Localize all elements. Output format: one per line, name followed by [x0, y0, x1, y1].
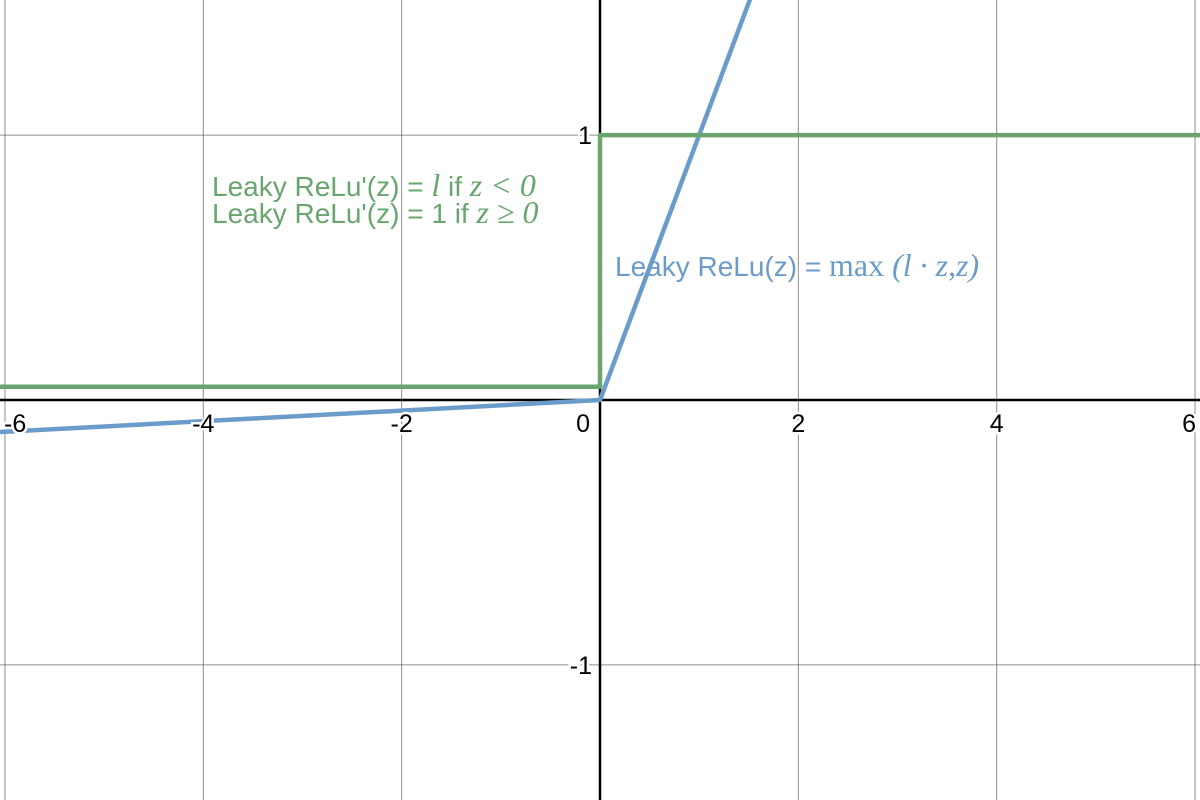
leak-variable: l [431, 167, 440, 203]
function-prefix: Leaky ReLu(z) = [615, 251, 829, 282]
condition-negative: z < 0 [469, 167, 536, 203]
y-tick-label: -1 [570, 652, 592, 680]
x-tick-label: -2 [391, 410, 413, 438]
condition-nonnegative: z ≥ 0 [475, 194, 538, 230]
series-line-leaky-relu [0, 0, 753, 435]
derivative-prefix-positive: Leaky ReLu'(z) = 1 [212, 198, 447, 229]
if-keyword: if [440, 171, 470, 202]
y-tick-label: 1 [578, 122, 592, 150]
function-annotation: Leaky ReLu(z) = max (l · z,z) [615, 247, 979, 283]
derivative-annotation-line1: Leaky ReLu'(z) = l if z < 0 [212, 167, 536, 203]
series-line-leaky-relu-derivative [0, 132, 1200, 389]
series [0, 0, 1200, 435]
x-tick-label: 0 [576, 410, 590, 438]
if-keyword: if [447, 198, 477, 229]
x-tick-label: -6 [4, 410, 26, 438]
x-tick-label: 4 [990, 410, 1004, 438]
x-tick-label: -4 [192, 410, 214, 438]
max-operator: max [829, 247, 884, 283]
x-tick-label: 6 [1182, 410, 1196, 438]
tick-labels: -6 -4 -2 0 2 4 6 1 -1 [2, 120, 1199, 683]
derivative-annotation-line2: Leaky ReLu'(z) = 1 if z ≥ 0 [212, 194, 539, 230]
x-tick-label: 2 [791, 410, 805, 438]
max-arguments: (l · z,z) [892, 247, 979, 283]
derivative-prefix: Leaky ReLu'(z) = [212, 171, 431, 202]
